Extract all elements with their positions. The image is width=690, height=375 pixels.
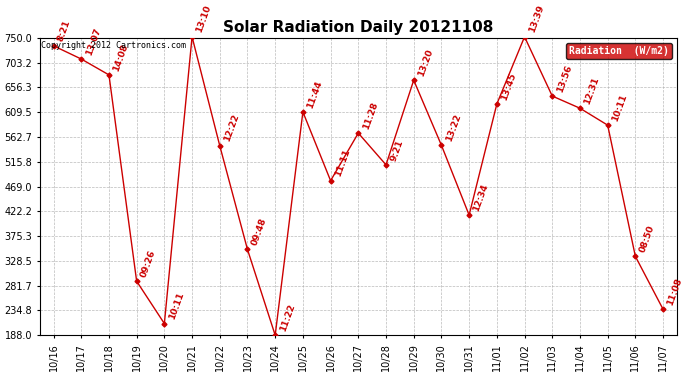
Text: 12:34: 12:34 [472, 182, 490, 213]
Title: Solar Radiation Daily 20121108: Solar Radiation Daily 20121108 [223, 20, 493, 35]
Text: 11:44: 11:44 [306, 79, 324, 109]
Text: 11:22: 11:22 [278, 303, 296, 333]
Text: 12:22: 12:22 [223, 113, 241, 143]
Text: 13:56: 13:56 [555, 63, 573, 93]
Text: 13:07: 13:07 [84, 26, 102, 56]
Text: 13:10: 13:10 [195, 4, 213, 34]
Text: 11:08: 11:08 [666, 277, 684, 307]
Text: 14:08: 14:08 [112, 42, 130, 72]
Legend: Radiation  (W/m2): Radiation (W/m2) [566, 43, 672, 58]
Text: 9:21: 9:21 [388, 138, 405, 162]
Text: 11:11: 11:11 [333, 148, 352, 178]
Text: 8:21: 8:21 [57, 19, 72, 43]
Text: 10:11: 10:11 [611, 93, 629, 123]
Text: 12:31: 12:31 [583, 76, 601, 106]
Text: 09:26: 09:26 [139, 249, 158, 279]
Text: 13:22: 13:22 [444, 112, 462, 142]
Text: 11:28: 11:28 [361, 100, 380, 130]
Text: 09:48: 09:48 [250, 217, 268, 247]
Text: Copyright 2012 Cartronics.com: Copyright 2012 Cartronics.com [41, 41, 186, 50]
Text: 13:45: 13:45 [500, 71, 518, 101]
Text: 13:20: 13:20 [417, 48, 435, 78]
Text: 10:11: 10:11 [167, 291, 186, 321]
Text: 08:50: 08:50 [638, 224, 656, 254]
Text: 13:39: 13:39 [527, 4, 546, 34]
